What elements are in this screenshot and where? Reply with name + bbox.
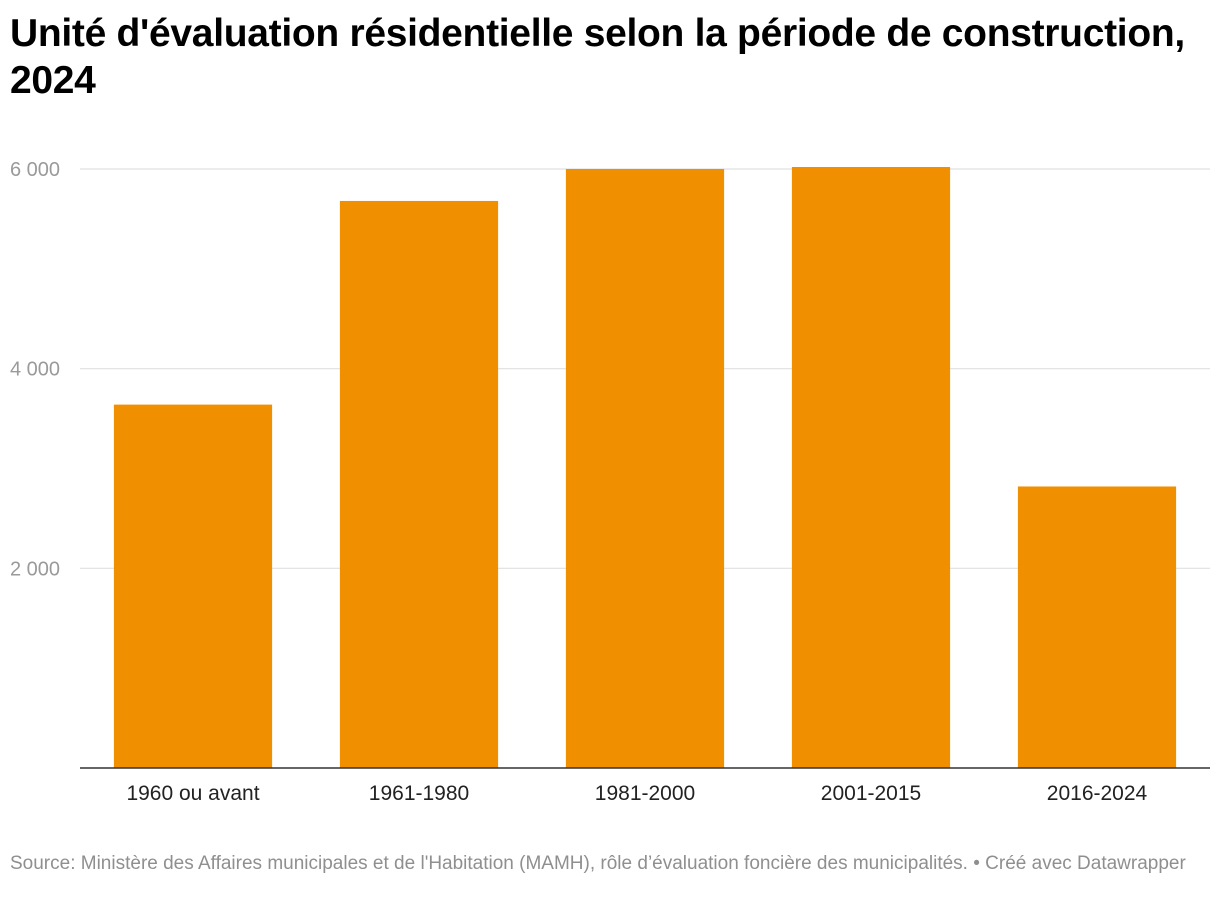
bars (113, 167, 1177, 769)
bar-1960-ou-avant (113, 404, 273, 768)
bar-1961-1980 (339, 200, 499, 769)
x-tick-label: 2016-2024 (1047, 782, 1148, 805)
y-tick-label: 2 000 (10, 558, 60, 580)
chart-title: Unité d'évaluation résidentielle selon l… (10, 12, 1185, 102)
x-axis: 1960 ou avant 1961-1980 1981-2000 2001-2015… (80, 767, 1210, 805)
bar-1981-2000 (565, 169, 725, 768)
y-tick-label: 6 000 (10, 159, 60, 181)
source-note: Source: Ministère des Affaires municipal… (10, 853, 1186, 874)
x-tick-label: 1960 ou avant (126, 782, 259, 805)
bar-2001-2015 (791, 167, 951, 769)
bar-2016-2024 (1017, 486, 1177, 768)
x-tick-label: 1981-2000 (595, 782, 695, 805)
x-tick-label: 2001-2015 (821, 782, 921, 805)
x-tick-label: 1961-1980 (369, 782, 469, 805)
y-tick-label: 4 000 (10, 359, 60, 381)
